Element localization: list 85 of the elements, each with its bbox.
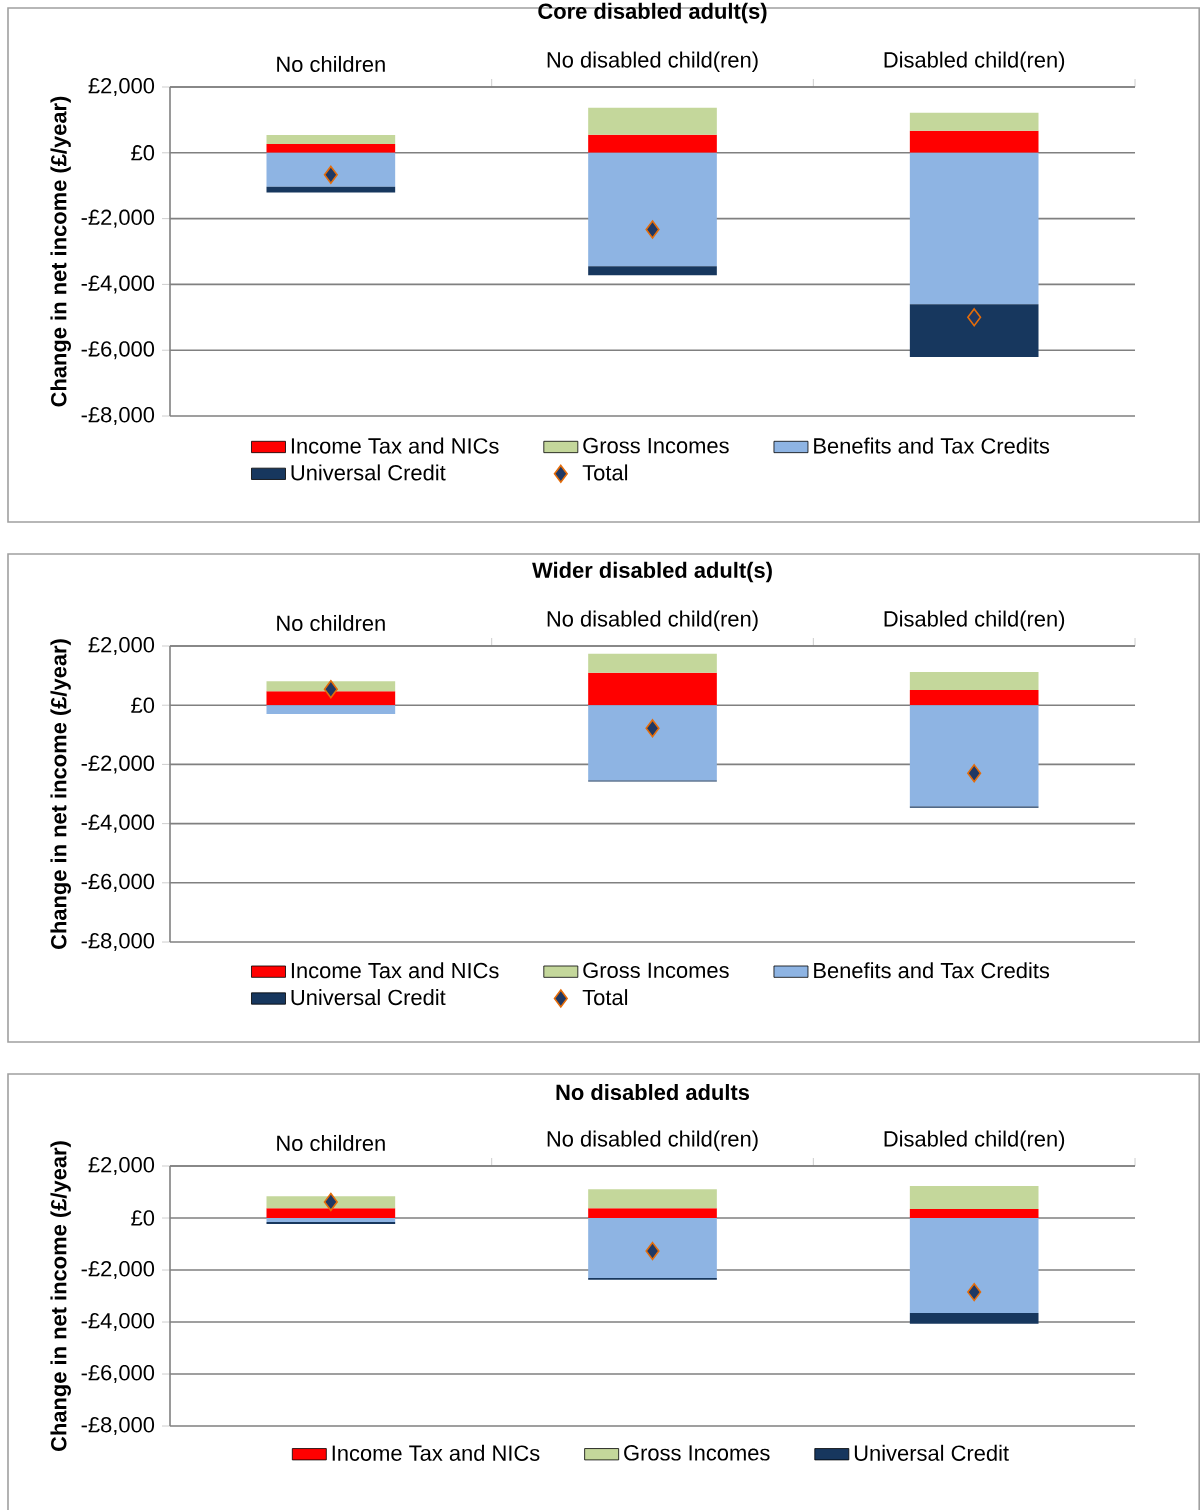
chart-title: Core disabled adult(s) — [538, 2, 767, 24]
y-axis-title: Change in net income (£/year) — [50, 96, 71, 407]
x-tick-label: Disabled child(ren) — [884, 610, 1065, 631]
legend-label: Gross Incomes — [583, 437, 729, 454]
y-axis-title: Change in net income (£/year) — [50, 639, 71, 950]
y-tick-label: -£6,000 — [81, 1364, 155, 1384]
y-tick-label: -£8,000 — [81, 932, 155, 952]
point — [967, 1282, 982, 1302]
bar — [588, 266, 717, 276]
x-tick-label: No disabled child(ren) — [547, 1130, 758, 1151]
y-tick-label: £2,000 — [88, 77, 155, 97]
bar — [266, 143, 396, 153]
y-tick-label: £2,000 — [88, 636, 155, 656]
point — [323, 680, 338, 699]
x-tick-label: Disabled child(ren) — [884, 1130, 1065, 1151]
bar — [909, 1218, 1039, 1313]
bar — [909, 690, 1039, 706]
bar — [909, 1208, 1039, 1219]
bar — [266, 705, 396, 715]
y-tick-label: £0 — [131, 697, 155, 713]
bar — [909, 1312, 1039, 1324]
point — [645, 1241, 660, 1261]
y-tick-label: £2,000 — [88, 1156, 155, 1176]
y-tick-label: -£4,000 — [81, 814, 155, 833]
point — [645, 719, 660, 738]
bar — [588, 705, 717, 781]
bar — [266, 691, 396, 706]
bar — [266, 135, 396, 144]
y-axis-title: Change in net income (£/year) — [50, 1141, 71, 1452]
point — [967, 308, 982, 327]
bar — [588, 107, 717, 135]
legend-label: Gross Incomes — [583, 962, 729, 979]
x-tick-label: No children — [277, 1134, 385, 1151]
point — [323, 1192, 338, 1212]
y-tick-label: £0 — [131, 145, 155, 161]
chart-title: Wider disabled adult(s) — [532, 561, 772, 583]
point — [645, 220, 660, 239]
bar — [588, 1189, 717, 1209]
y-tick-label: -£4,000 — [81, 1312, 155, 1332]
legend-label: Income Tax and NICs — [291, 962, 499, 979]
legend-label: Universal Credit — [854, 1444, 1009, 1461]
x-tick-label: No disabled child(ren) — [547, 51, 758, 72]
bar — [588, 1218, 717, 1279]
bar — [909, 152, 1039, 305]
bar — [266, 1208, 396, 1219]
bar — [266, 1196, 396, 1209]
bar — [588, 653, 717, 673]
bar — [909, 112, 1039, 131]
bar — [909, 705, 1039, 807]
x-tick-label: No disabled child(ren) — [547, 610, 758, 631]
point — [967, 764, 982, 783]
legend-label: Benefits and Tax Credits — [814, 962, 1050, 979]
legend-label: Gross Incomes — [624, 1445, 770, 1461]
y-tick-label: -£8,000 — [81, 406, 155, 426]
bar — [266, 186, 396, 193]
y-tick-label: -£6,000 — [81, 341, 155, 360]
legend-label: Income Tax and NICs — [291, 437, 499, 454]
legend-label: Income Tax and NICs — [332, 1444, 540, 1461]
legend-label: Universal Credit — [291, 464, 446, 481]
bar — [909, 672, 1039, 691]
legend-label: Total — [582, 464, 628, 481]
bar — [266, 681, 396, 692]
y-tick-label: -£4,000 — [81, 275, 155, 294]
point — [323, 165, 338, 185]
legend-label: Universal Credit — [291, 989, 446, 1006]
bar — [909, 1186, 1039, 1209]
y-tick-label: -£6,000 — [81, 873, 155, 892]
chart-title: No disabled adults — [556, 1084, 750, 1101]
legend-label: Benefits and Tax Credits — [814, 437, 1050, 454]
y-tick-label: -£8,000 — [81, 1417, 155, 1436]
x-tick-label: No children — [277, 55, 385, 72]
legend-label: Total — [582, 989, 628, 1006]
bar — [588, 1208, 717, 1219]
y-tick-label: £0 — [131, 1210, 155, 1226]
bar — [909, 130, 1039, 153]
bar — [266, 152, 396, 187]
bar — [588, 152, 717, 267]
y-tick-label: -£2,000 — [81, 209, 155, 228]
bar — [588, 134, 717, 153]
y-tick-label: -£2,000 — [81, 1260, 155, 1280]
x-tick-label: No children — [277, 614, 385, 631]
bar — [909, 304, 1039, 358]
x-tick-label: Disabled child(ren) — [884, 51, 1065, 72]
bar — [588, 672, 717, 706]
y-tick-label: -£2,000 — [81, 755, 155, 774]
